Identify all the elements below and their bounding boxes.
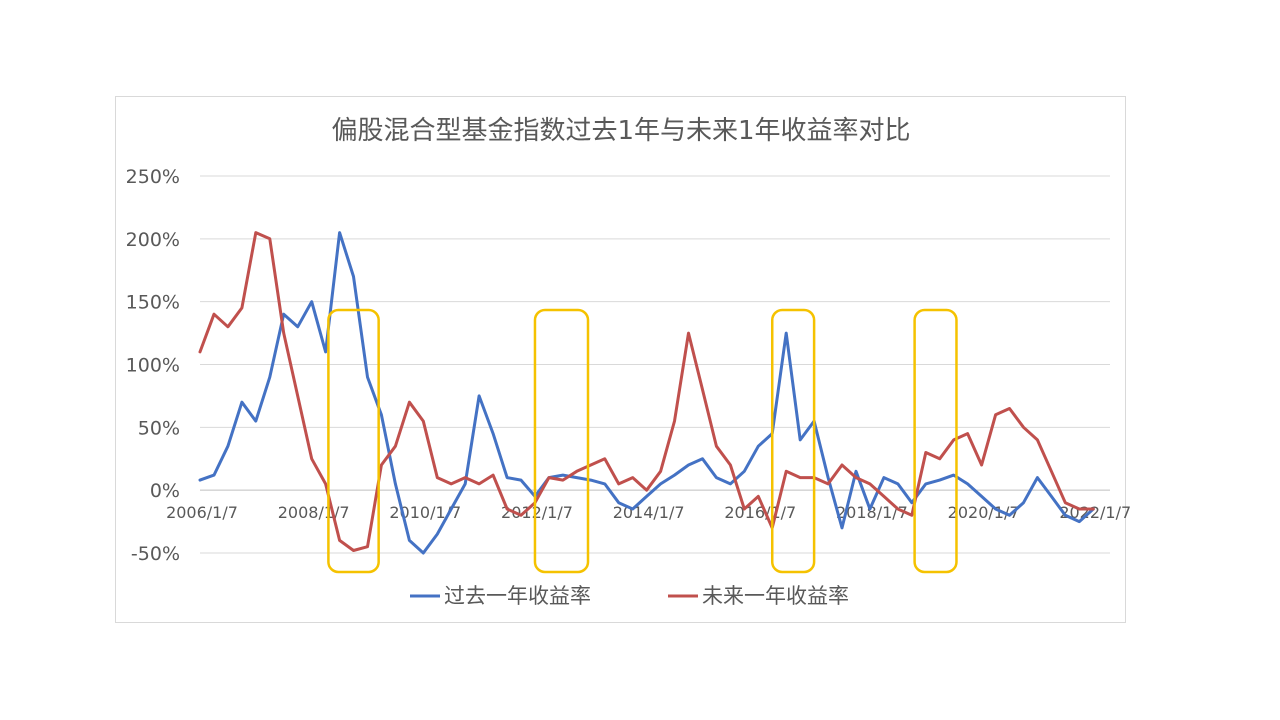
x-tick-label: 2012/1/7	[501, 503, 573, 522]
legend-label: 过去一年收益率	[444, 584, 591, 608]
x-tick-label: 2006/1/7	[166, 503, 238, 522]
x-tick-label: 2018/1/7	[836, 503, 908, 522]
x-tick-label: 2016/1/7	[724, 503, 796, 522]
y-tick-label: 150%	[126, 292, 180, 314]
x-axis-tick-labels: 2006/1/7 2008/1/7 2010/1/7 2012/1/7 2014/1/7…	[166, 503, 1131, 522]
x-tick-label: 2020/1/7	[948, 503, 1020, 522]
gridlines	[200, 175, 1110, 554]
highlight-box	[327, 308, 380, 574]
y-tick-label: 250%	[126, 166, 180, 188]
y-tick-label: 50%	[138, 417, 180, 439]
series-line-past-return	[198, 231, 1095, 555]
highlight-box	[913, 308, 958, 574]
y-tick-label: 0%	[150, 480, 180, 502]
y-axis-tick-labels: 250% 200% 150% 100% 50% 0% -50%	[126, 166, 180, 565]
highlight-box	[533, 308, 590, 574]
legend-label: 未来一年收益率	[702, 584, 849, 608]
series-lines	[198, 231, 1095, 555]
x-tick-label: 2010/1/7	[389, 503, 461, 522]
y-tick-label: 200%	[126, 229, 180, 251]
series-line-future-return	[198, 231, 1095, 552]
highlight-box	[770, 308, 816, 574]
highlight-boxes	[327, 308, 958, 574]
legend: 过去一年收益率 未来一年收益率	[410, 584, 849, 608]
y-tick-label: -50%	[131, 543, 180, 565]
y-tick-label: 100%	[126, 355, 180, 377]
x-tick-label: 2008/1/7	[278, 503, 350, 522]
chart-title: 偏股混合型基金指数过去1年与未来1年收益率对比	[331, 116, 910, 146]
